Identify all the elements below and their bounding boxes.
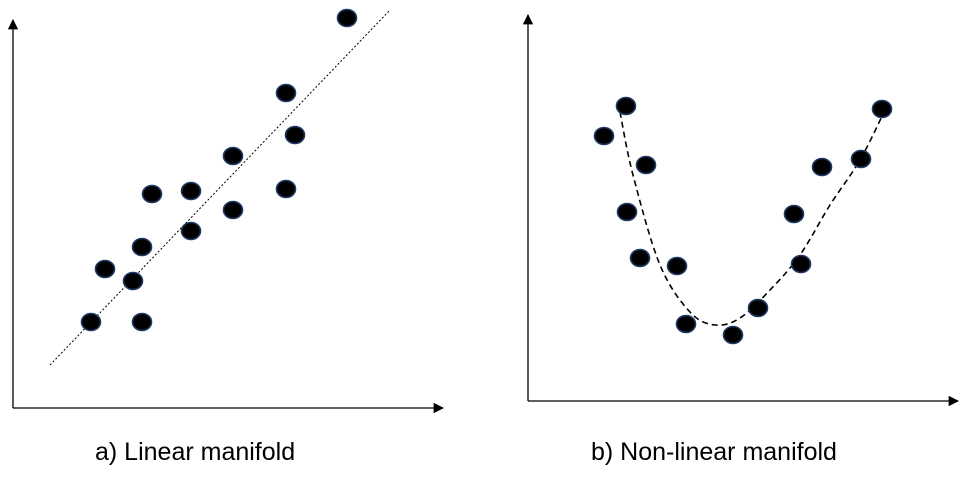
linear-fit-line <box>49 9 391 366</box>
panel-a-caption: a) Linear manifold <box>95 438 296 466</box>
panel-b-point-10 <box>783 204 805 224</box>
panel-a-fit-line <box>49 9 391 366</box>
panel-a-axes <box>7 18 445 414</box>
panel-b-fit-curve <box>619 109 886 327</box>
panel-b-point-5 <box>629 248 651 268</box>
panel-a-point-5 <box>131 312 153 332</box>
panel-b-point-11 <box>790 254 812 274</box>
panel-b-point-13 <box>850 149 872 169</box>
panel-a-point-14 <box>336 8 358 28</box>
nonlinear-fit-curve <box>619 109 886 327</box>
panel-a-point-4 <box>131 237 153 257</box>
panel-a-points <box>80 8 358 332</box>
panel-b-point-14 <box>871 99 893 119</box>
panel-a-point-8 <box>180 221 202 241</box>
panel-a-point-13 <box>284 125 306 145</box>
panel-b-caption: b) Non-linear manifold <box>591 438 837 466</box>
panel-a-point-11 <box>275 83 297 103</box>
panel-b-point-4 <box>616 202 638 222</box>
panel-b-point-2 <box>615 96 637 116</box>
panel-b-point-7 <box>675 314 697 334</box>
panel-b-point-8 <box>722 325 744 345</box>
panel-b-point-12 <box>811 157 833 177</box>
panel-b-axes <box>522 13 960 407</box>
panel-a-point-6 <box>141 184 163 204</box>
panel-b-point-6 <box>666 256 688 276</box>
panel-a-point-3 <box>122 271 144 291</box>
panel-b-point-1 <box>593 126 615 146</box>
panel-a-point-12 <box>275 179 297 199</box>
panel-b-points <box>593 96 893 345</box>
panel-a-point-9 <box>222 146 244 166</box>
panel-a-point-7 <box>180 181 202 201</box>
panel-b-point-9 <box>747 298 769 318</box>
panel-a-point-1 <box>80 312 102 332</box>
panel-a-point-10 <box>222 200 244 220</box>
panel-b-point-3 <box>635 155 657 175</box>
panel-a-point-2 <box>94 259 116 279</box>
